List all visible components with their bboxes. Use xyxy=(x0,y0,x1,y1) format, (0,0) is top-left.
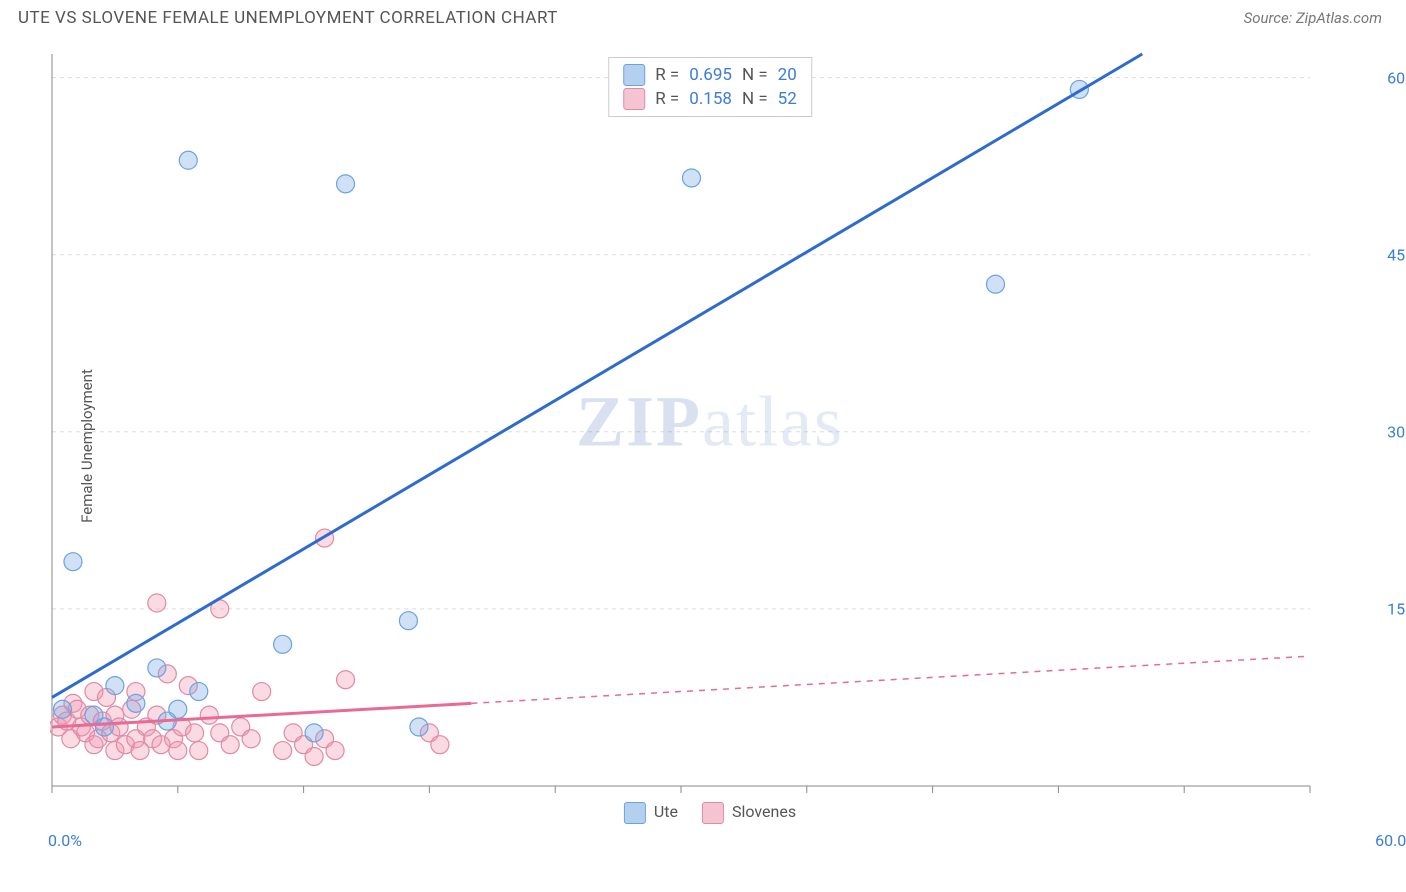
legend-item-slovenes: Slovenes xyxy=(702,802,796,824)
legend-n-value-ute: 20 xyxy=(778,65,797,85)
legend-label-ute: Ute xyxy=(654,802,678,821)
legend-n-value-slovenes: 52 xyxy=(778,89,797,109)
legend-n-label: N = xyxy=(742,89,768,109)
legend-label-slovenes: Slovenes xyxy=(732,802,796,821)
legend-swatch-slovenes xyxy=(623,88,645,110)
y-tick-label: 15.0% xyxy=(1387,599,1406,618)
x-axis-max-label: 60.0% xyxy=(1375,831,1406,850)
y-tick-label: 60.0% xyxy=(1387,68,1406,87)
legend-item-ute: Ute xyxy=(624,802,678,824)
legend-swatch-slovenes-icon xyxy=(702,802,724,824)
legend-n-label: N = xyxy=(742,65,768,85)
y-tick-label: 45.0% xyxy=(1387,245,1406,264)
x-axis-min-label: 0.0% xyxy=(48,831,82,850)
y-tick-label: 30.0% xyxy=(1387,422,1406,441)
legend-r-label: R = xyxy=(655,89,679,109)
chart-header: UTE VS SLOVENE FEMALE UNEMPLOYMENT CORRE… xyxy=(0,0,1406,32)
correlation-legend: R = 0.695 N = 20 R = 0.158 N = 52 xyxy=(608,57,812,117)
legend-swatch-ute xyxy=(623,64,645,86)
series-legend: Ute Slovenes xyxy=(624,802,796,824)
legend-swatch-ute-icon xyxy=(624,802,646,824)
legend-r-value-ute: 0.695 xyxy=(689,65,732,85)
chart-area: ZIPatlas R = 0.695 N = 20 R = 0.158 N = … xyxy=(50,52,1370,822)
chart-source: Source: ZipAtlas.com xyxy=(1244,9,1382,27)
scatter-plot xyxy=(50,52,1370,822)
legend-r-label: R = xyxy=(655,65,679,85)
legend-r-value-slovenes: 0.158 xyxy=(689,89,732,109)
chart-title: UTE VS SLOVENE FEMALE UNEMPLOYMENT CORRE… xyxy=(18,8,558,28)
